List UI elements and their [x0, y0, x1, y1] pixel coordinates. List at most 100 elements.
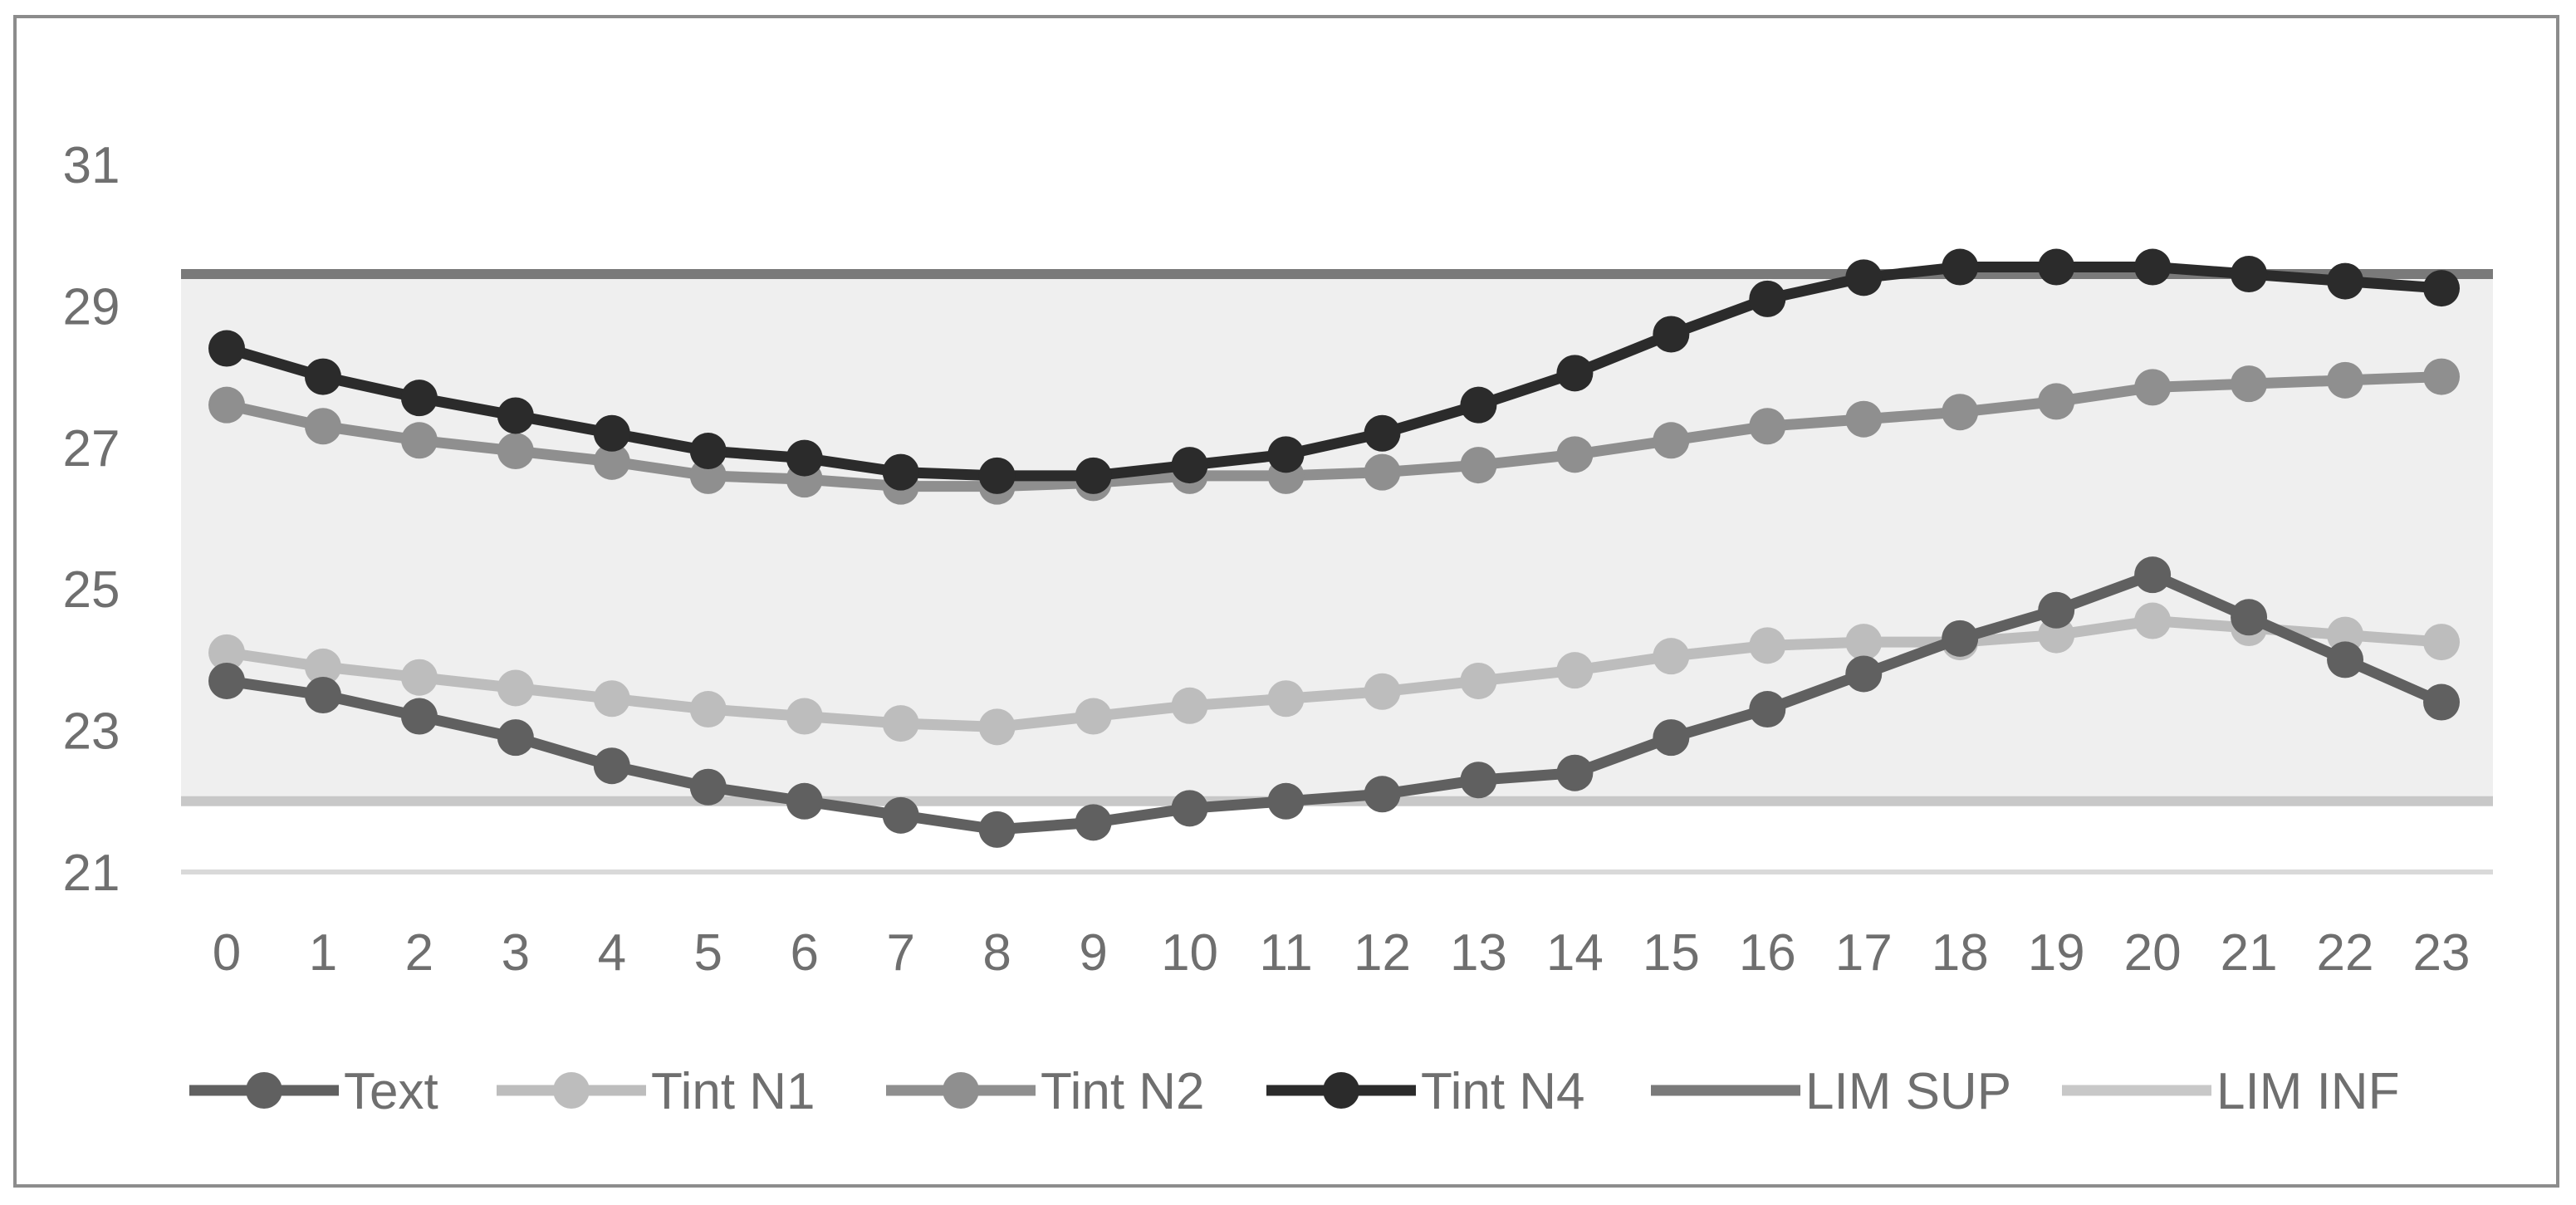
point-text-18 — [1942, 620, 1979, 657]
point-tint-n4-13 — [1460, 386, 1497, 424]
point-tint-n1-9 — [1075, 698, 1112, 735]
x-tick-label-2: 2 — [405, 924, 433, 982]
point-text-4 — [593, 747, 630, 785]
point-tint-n1-12 — [1364, 673, 1401, 710]
point-tint-n1-2 — [400, 659, 438, 696]
point-tint-n4-2 — [400, 380, 438, 417]
point-tint-n4-9 — [1075, 457, 1112, 494]
point-tint-n4-21 — [2231, 256, 2268, 293]
point-text-15 — [1653, 719, 1690, 757]
point-text-11 — [1267, 782, 1305, 820]
point-tint-n2-17 — [1845, 400, 1883, 438]
point-tint-n2-3 — [497, 433, 534, 470]
legend-item-tint-n4: Tint N4 — [1266, 1063, 1585, 1120]
y-tick-label-29: 29 — [63, 278, 120, 336]
point-tint-n1-14 — [1556, 652, 1594, 689]
x-tick-label-1: 1 — [309, 924, 337, 982]
point-text-12 — [1364, 776, 1401, 813]
x-tick-label-18: 18 — [1932, 924, 1989, 982]
point-tint-n4-11 — [1267, 436, 1305, 473]
point-tint-n4-3 — [497, 397, 534, 434]
x-tick-label-11: 11 — [1259, 924, 1312, 982]
point-tint-n4-5 — [689, 433, 727, 470]
point-text-14 — [1556, 754, 1594, 791]
point-text-13 — [1460, 762, 1497, 799]
x-tick-label-7: 7 — [886, 924, 914, 982]
legend-label-text: Text — [344, 1063, 438, 1120]
legend-label-tint-n2: Tint N2 — [1041, 1063, 1205, 1120]
point-text-9 — [1075, 804, 1112, 841]
point-tint-n1-10 — [1171, 687, 1208, 724]
point-tint-n2-4 — [593, 443, 630, 480]
x-tick-label-12: 12 — [1354, 924, 1411, 982]
legend-label-lim-inf: LIM INF — [2216, 1063, 2399, 1120]
point-tint-n1-23 — [2423, 624, 2460, 661]
point-text-10 — [1171, 790, 1208, 827]
x-tick-label-21: 21 — [2221, 924, 2278, 982]
legend-swatch-marker-tint-n1 — [553, 1072, 590, 1109]
point-tint-n4-20 — [2134, 248, 2172, 286]
x-tick-label-23: 23 — [2413, 924, 2471, 982]
legend-item-lim-sup: LIM SUP — [1651, 1063, 2011, 1120]
point-tint-n1-13 — [1460, 662, 1497, 699]
point-text-8 — [978, 811, 1016, 848]
legend-label-lim-sup: LIM SUP — [1805, 1063, 2011, 1120]
x-tick-label-16: 16 — [1739, 924, 1796, 982]
point-tint-n2-14 — [1556, 436, 1594, 473]
x-tick-label-6: 6 — [790, 924, 818, 982]
x-tick-label-10: 10 — [1161, 924, 1218, 982]
y-tick-label-31: 31 — [63, 137, 120, 194]
point-tint-n2-13 — [1460, 447, 1497, 484]
x-tick-label-20: 20 — [2124, 924, 2182, 982]
point-tint-n1-7 — [882, 705, 919, 742]
legend-label-tint-n4: Tint N4 — [1421, 1063, 1585, 1120]
legend-item-text: Text — [189, 1063, 438, 1120]
point-text-22 — [2327, 641, 2364, 678]
point-tint-n2-20 — [2134, 369, 2172, 406]
point-text-2 — [400, 698, 438, 735]
point-tint-n2-12 — [1364, 453, 1401, 491]
point-tint-n1-1 — [304, 648, 341, 685]
point-tint-n2-22 — [2327, 361, 2364, 399]
point-tint-n4-23 — [2423, 270, 2460, 307]
x-tick-label-8: 8 — [982, 924, 1011, 982]
point-tint-n4-4 — [593, 414, 630, 452]
legend-label-tint-n1: Tint N1 — [651, 1063, 815, 1120]
x-tick-label-4: 4 — [598, 924, 626, 982]
point-tint-n4-18 — [1942, 248, 1979, 286]
series-layer — [181, 248, 2493, 848]
point-text-21 — [2231, 599, 2268, 636]
point-tint-n2-2 — [400, 422, 438, 459]
comfort-band — [181, 274, 2493, 801]
point-tint-n2-0 — [208, 386, 245, 424]
x-tick-label-5: 5 — [694, 924, 722, 982]
legend-swatch-marker-text — [246, 1072, 282, 1109]
point-tint-n4-0 — [208, 330, 245, 367]
series-text — [208, 556, 2460, 848]
point-tint-n1-5 — [689, 691, 727, 728]
y-tick-label-23: 23 — [63, 703, 120, 761]
point-text-20 — [2134, 556, 2172, 594]
y-tick-label-27: 27 — [63, 420, 120, 478]
point-tint-n4-19 — [2038, 248, 2075, 286]
y-tick-label-21: 21 — [63, 845, 120, 902]
series-tint-n4 — [208, 248, 2460, 494]
point-tint-n4-1 — [304, 358, 341, 395]
x-tick-label-22: 22 — [2317, 924, 2374, 982]
x-tick-label-19: 19 — [2028, 924, 2085, 982]
point-tint-n4-7 — [882, 453, 919, 491]
point-text-23 — [2423, 683, 2460, 721]
point-tint-n2-16 — [1749, 408, 1786, 445]
point-tint-n4-17 — [1845, 259, 1883, 296]
x-tick-label-13: 13 — [1450, 924, 1507, 982]
point-tint-n4-8 — [978, 457, 1016, 494]
legend-item-lim-inf: LIM INF — [2062, 1063, 2399, 1120]
point-tint-n1-6 — [786, 698, 823, 735]
x-tick-labels: 0 1 2 3 4 5 6 7 8 9 10 11 12 13 14 15 16 17 18 19 20 21 22 23 — [213, 924, 2471, 982]
legend-item-tint-n2: Tint N2 — [886, 1063, 1205, 1120]
point-tint-n4-6 — [786, 439, 823, 477]
point-text-17 — [1845, 655, 1883, 693]
point-tint-n1-0 — [208, 634, 245, 671]
point-text-6 — [786, 782, 823, 820]
point-tint-n1-17 — [1845, 624, 1883, 661]
